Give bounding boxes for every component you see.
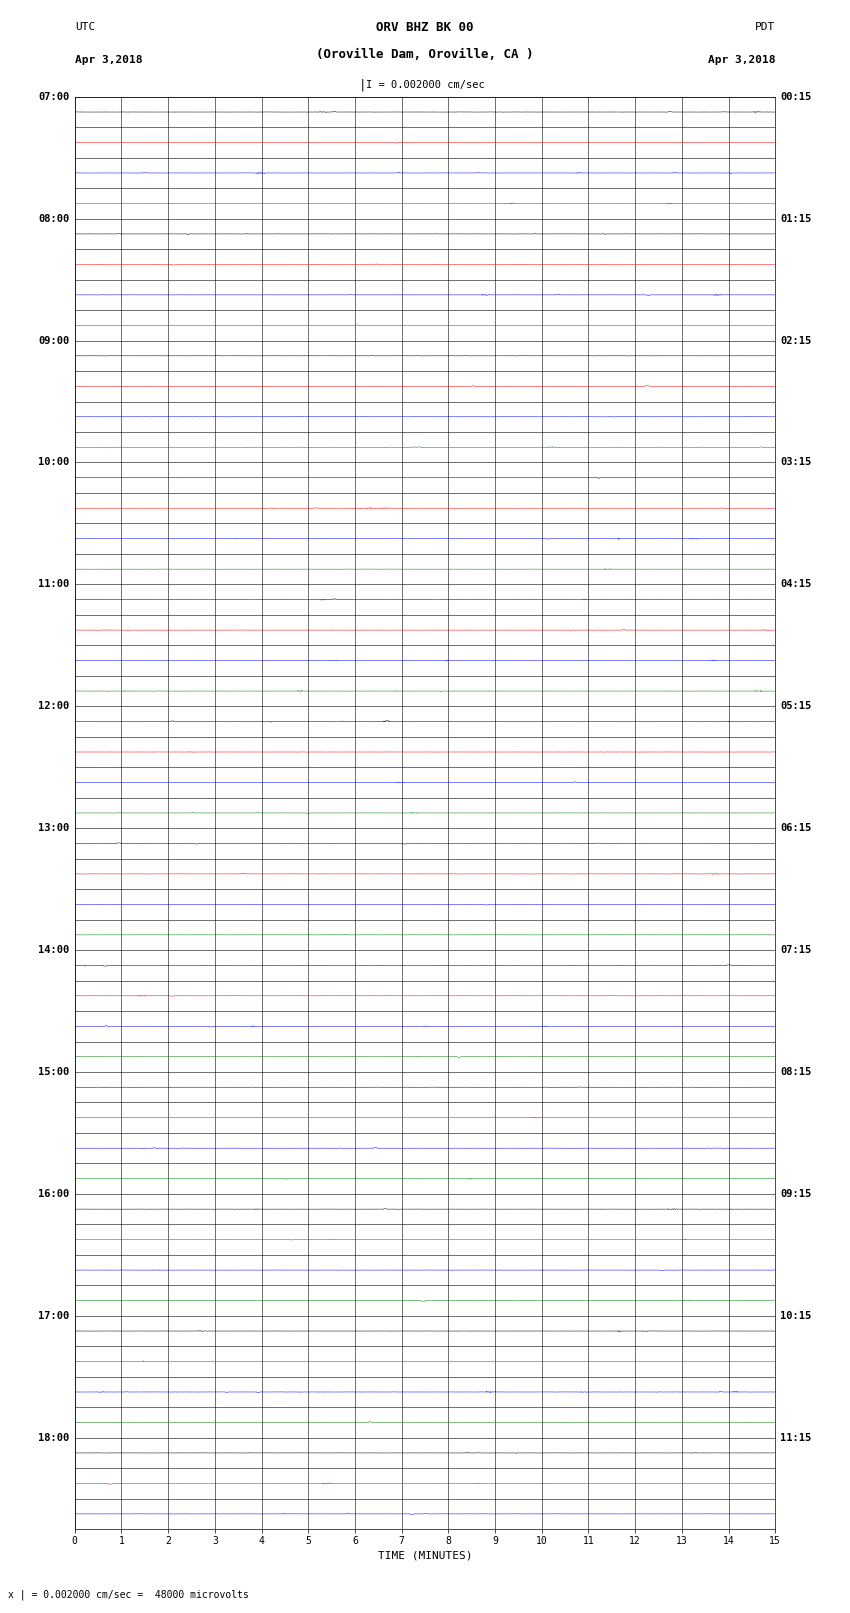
Text: x | = 0.002000 cm/sec =  48000 microvolts: x | = 0.002000 cm/sec = 48000 microvolts — [8, 1589, 249, 1600]
Text: UTC: UTC — [75, 23, 95, 32]
Text: Apr 3,2018: Apr 3,2018 — [75, 55, 142, 65]
Text: 12:00: 12:00 — [38, 702, 70, 711]
Text: 04:15: 04:15 — [780, 579, 812, 589]
Text: 16:00: 16:00 — [38, 1189, 70, 1198]
Text: 10:15: 10:15 — [780, 1311, 812, 1321]
Text: 01:15: 01:15 — [780, 213, 812, 224]
Text: 13:00: 13:00 — [38, 823, 70, 834]
X-axis label: TIME (MINUTES): TIME (MINUTES) — [377, 1550, 473, 1560]
Text: 09:00: 09:00 — [38, 336, 70, 345]
Text: |: | — [360, 79, 366, 92]
Text: 03:15: 03:15 — [780, 458, 812, 468]
Text: 09:15: 09:15 — [780, 1189, 812, 1198]
Text: 17:00: 17:00 — [38, 1311, 70, 1321]
Text: 00:15: 00:15 — [780, 92, 812, 102]
Text: 14:00: 14:00 — [38, 945, 70, 955]
Text: I = 0.002000 cm/sec: I = 0.002000 cm/sec — [366, 81, 484, 90]
Text: 05:15: 05:15 — [780, 702, 812, 711]
Text: PDT: PDT — [755, 23, 775, 32]
Text: 18:00: 18:00 — [38, 1432, 70, 1442]
Text: 15:00: 15:00 — [38, 1066, 70, 1077]
Text: 07:15: 07:15 — [780, 945, 812, 955]
Text: 07:00: 07:00 — [38, 92, 70, 102]
Text: Apr 3,2018: Apr 3,2018 — [708, 55, 775, 65]
Text: 10:00: 10:00 — [38, 458, 70, 468]
Text: 08:15: 08:15 — [780, 1066, 812, 1077]
Text: ORV BHZ BK 00: ORV BHZ BK 00 — [377, 21, 473, 34]
Text: 02:15: 02:15 — [780, 336, 812, 345]
Text: 08:00: 08:00 — [38, 213, 70, 224]
Text: (Oroville Dam, Oroville, CA ): (Oroville Dam, Oroville, CA ) — [316, 48, 534, 61]
Text: 11:15: 11:15 — [780, 1432, 812, 1442]
Text: 06:15: 06:15 — [780, 823, 812, 834]
Text: 11:00: 11:00 — [38, 579, 70, 589]
